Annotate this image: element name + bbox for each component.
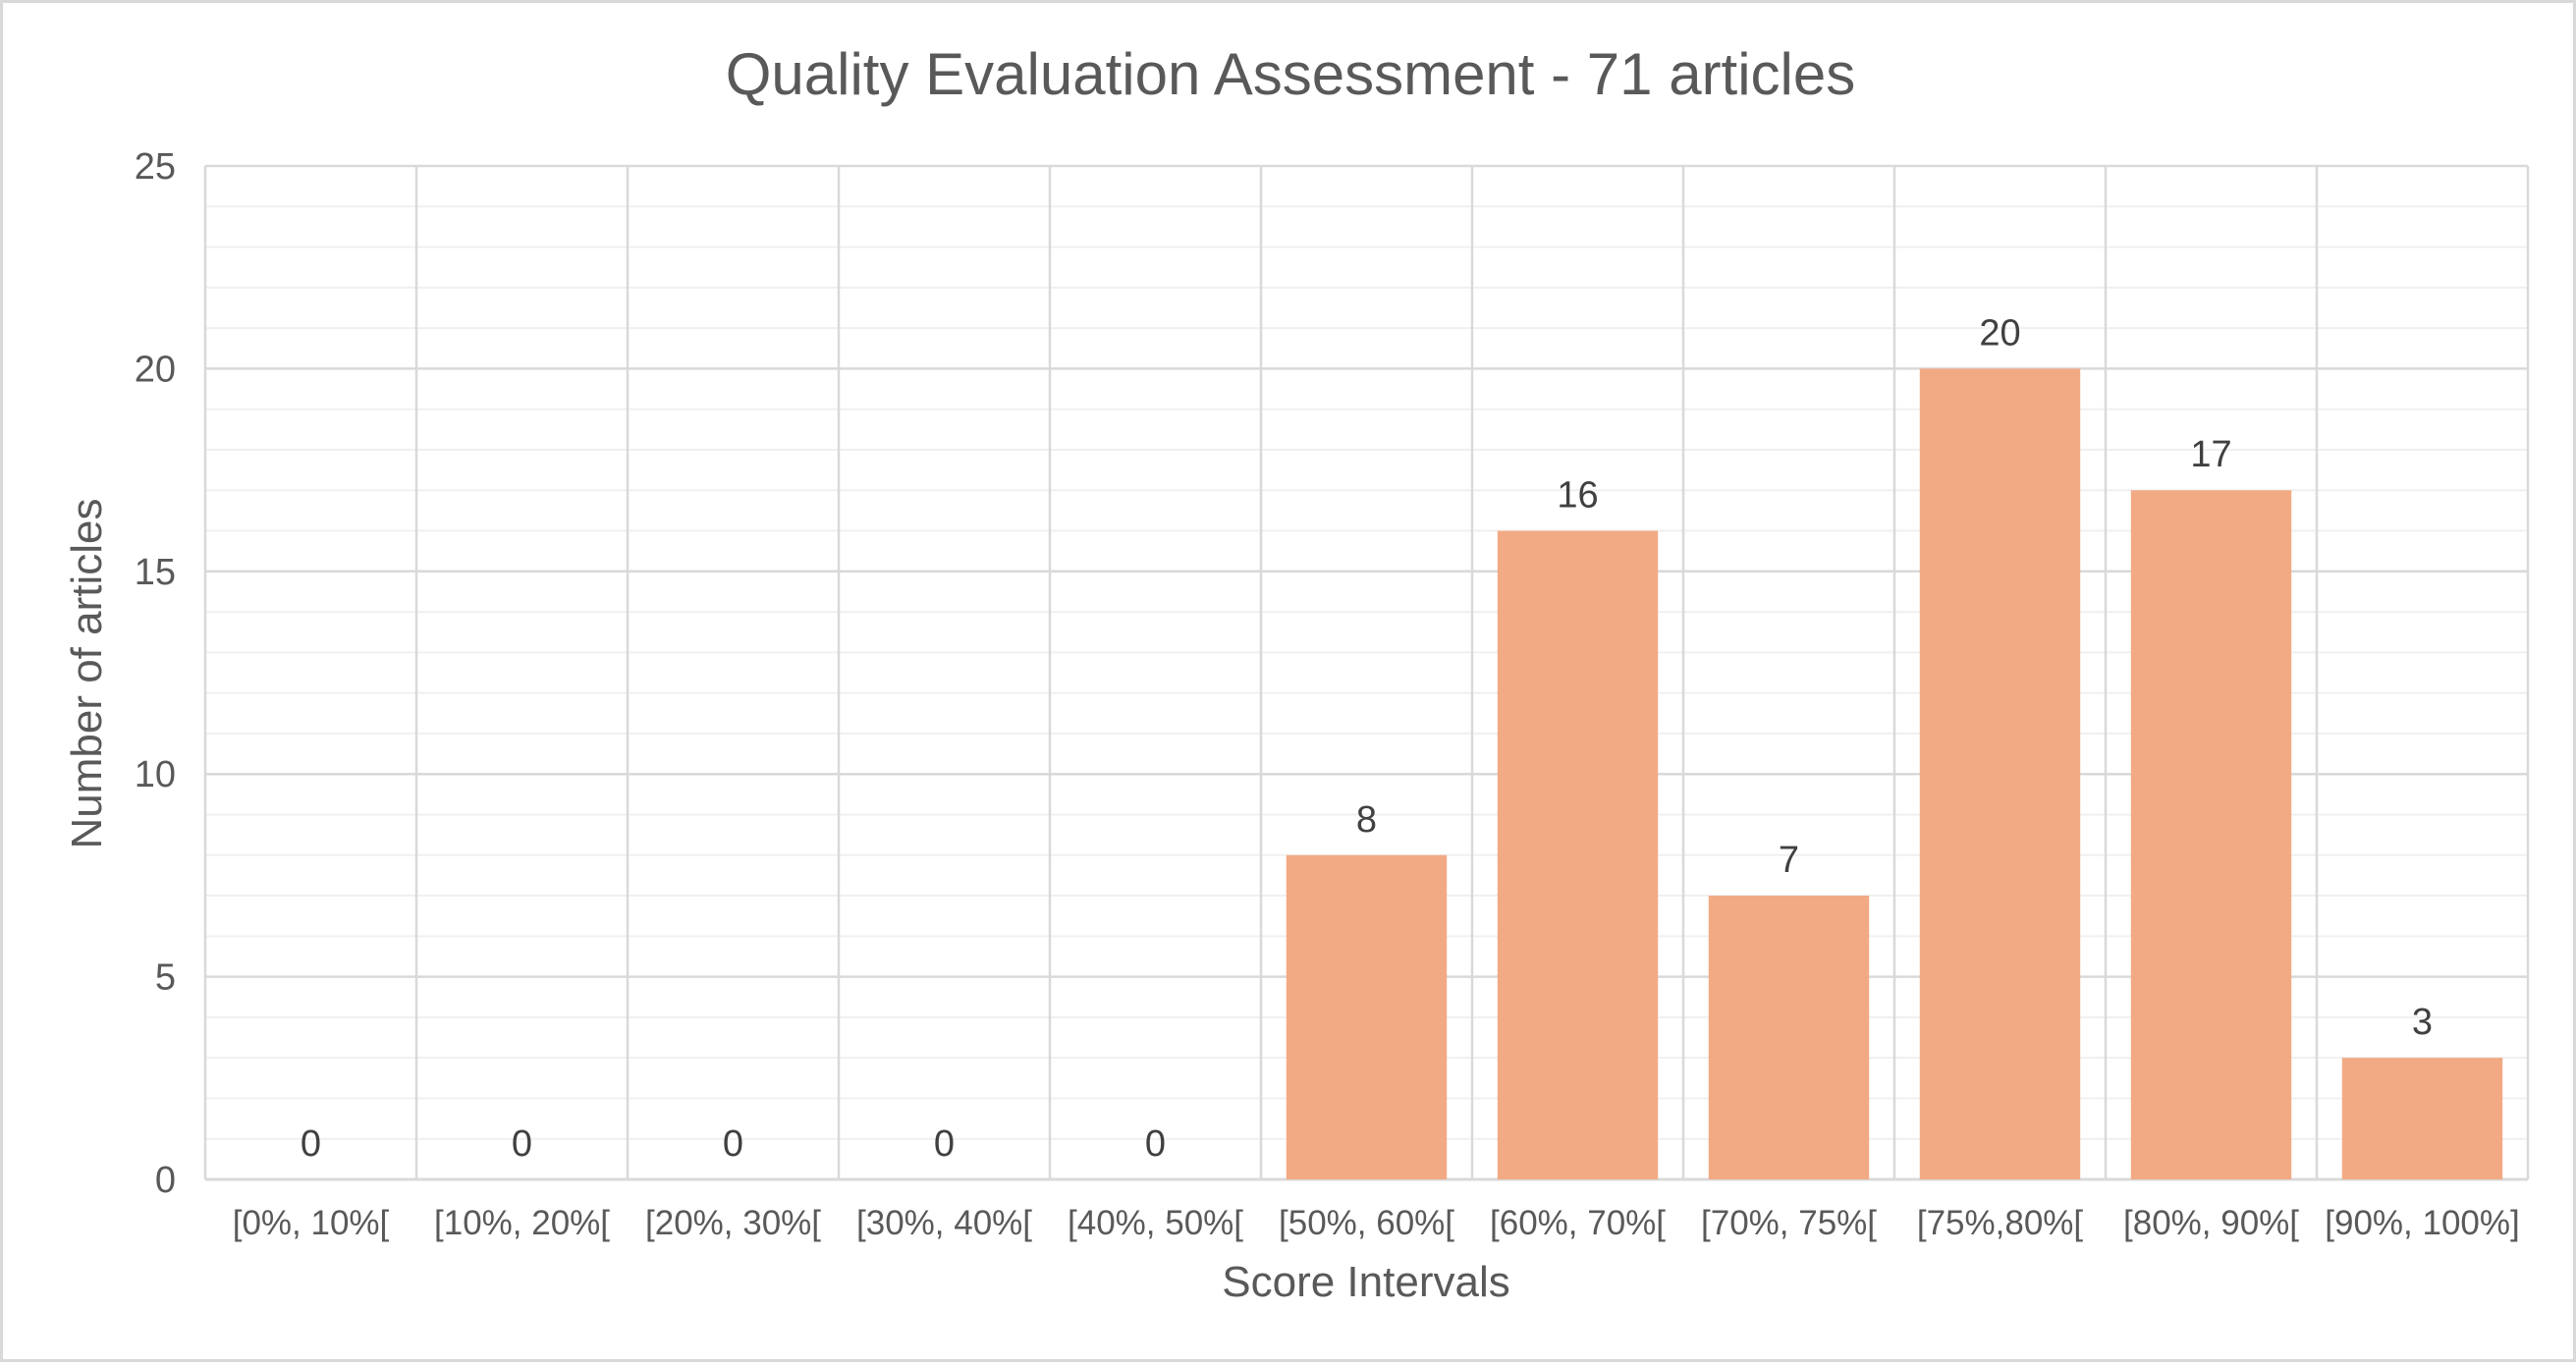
x-category-label: [40%, 50%[: [1068, 1204, 1243, 1242]
bar: [2341, 1058, 2503, 1179]
bar: [1286, 854, 1448, 1179]
data-label: 0: [512, 1123, 532, 1165]
data-label: 0: [1145, 1123, 1166, 1165]
x-category-label: [10%, 20%[: [434, 1204, 610, 1242]
bar: [1497, 530, 1659, 1179]
x-category-label: [90%, 100%]: [2325, 1204, 2519, 1242]
x-category-label: [0%, 10%[: [233, 1204, 390, 1242]
x-axis-title: Score Intervals: [1222, 1258, 1509, 1306]
y-tick-label: 15: [135, 552, 176, 593]
bar-chart: Quality Evaluation Assessment - 71 artic…: [63, 41, 2530, 1306]
y-tick-label: 10: [135, 754, 176, 795]
y-tick-label: 20: [135, 349, 176, 390]
x-category-label: [75%,80%[: [1917, 1204, 2084, 1242]
data-label: 17: [2190, 434, 2231, 475]
x-category-label: [70%, 75%[: [1701, 1204, 1877, 1242]
bar: [2130, 490, 2292, 1179]
x-category-label: [50%, 60%[: [1279, 1204, 1454, 1242]
y-tick-label: 25: [135, 146, 176, 188]
y-tick-label: 0: [155, 1160, 176, 1201]
x-category-label: [80%, 90%[: [2123, 1204, 2299, 1242]
data-label: 20: [1979, 312, 2020, 354]
bar: [1919, 368, 2081, 1179]
y-tick-label: 5: [155, 957, 176, 999]
data-label: 0: [723, 1123, 743, 1165]
x-category-label: [60%, 70%[: [1490, 1204, 1666, 1242]
label-layer: 0 5 10 15 20 25 0 [0%, 10%[ 0 [10%, 20%[ 0 [20%, 30…: [135, 146, 2520, 1242]
data-label: 0: [934, 1123, 955, 1165]
data-label: 3: [2412, 1002, 2433, 1043]
data-label: 0: [301, 1123, 321, 1165]
bar-layer: [1286, 368, 2503, 1179]
data-label: 16: [1557, 475, 1598, 517]
y-axis-title: Number of articles: [63, 498, 111, 848]
chart-title: Quality Evaluation Assessment - 71 artic…: [726, 41, 1856, 107]
data-label: 8: [1356, 799, 1377, 841]
x-category-label: [20%, 30%[: [645, 1204, 821, 1242]
bar: [1708, 896, 1870, 1179]
data-label: 7: [1779, 840, 1799, 881]
x-category-label: [30%, 40%[: [856, 1204, 1032, 1242]
